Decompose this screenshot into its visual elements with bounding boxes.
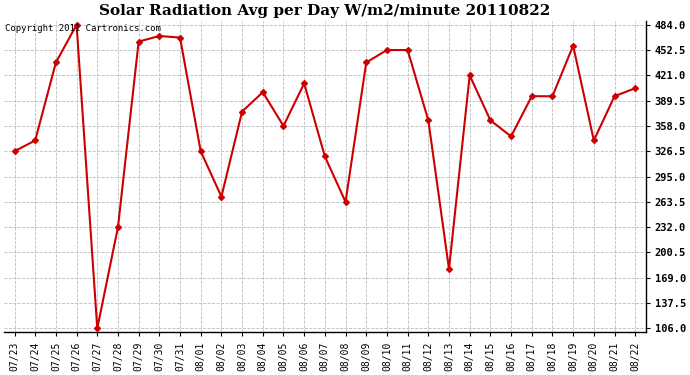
Text: Copyright 2011 Cartronics.com: Copyright 2011 Cartronics.com: [6, 24, 161, 33]
Title: Solar Radiation Avg per Day W/m2/minute 20110822: Solar Radiation Avg per Day W/m2/minute …: [99, 4, 551, 18]
